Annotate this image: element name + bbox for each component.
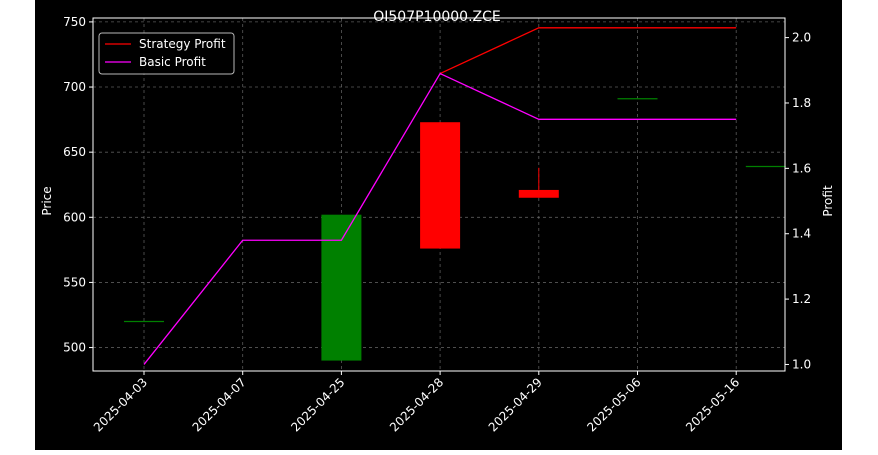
candle-body (518, 189, 559, 198)
y-tick-label-right: 1.8 (792, 96, 811, 110)
candlestick-chart: OI507P10000.ZCE 2025-04-03 2025-04-07 2025… (40, 9, 835, 434)
y-axis-label-left: Price (40, 186, 54, 215)
profit-lines (143, 27, 737, 365)
y-tick-label-right: 1.0 (792, 357, 811, 371)
y-tick-label-left: 700 (63, 80, 86, 94)
series-line (143, 72, 737, 365)
x-tick-label: 2025-05-16 (683, 375, 742, 434)
legend-box (98, 32, 235, 75)
chart-title: OI507P10000.ZCE (373, 9, 501, 25)
x-tick-label: 2025-04-25 (288, 375, 347, 434)
y-axis-label-right: Profit (821, 185, 835, 217)
y-axis-left: 500 550 600 650 700 750 (63, 15, 93, 355)
legend-label: Strategy Profit (139, 37, 226, 51)
y-tick-label-right: 1.2 (792, 292, 811, 306)
legend-label: Basic Profit (139, 55, 206, 69)
y-tick-label-right: 1.6 (792, 161, 811, 175)
y-tick-label-left: 550 (63, 275, 86, 289)
legend: Strategy Profit Basic Profit (98, 32, 235, 75)
chart-figure: OI507P10000.ZCE 2025-04-03 2025-04-07 2025… (35, 0, 842, 450)
y-axis-right: 1.0 1.2 1.4 1.6 1.8 2.0 (785, 31, 811, 371)
y-tick-label-left: 650 (63, 145, 86, 159)
x-tick-label: 2025-04-28 (387, 375, 446, 434)
y-tick-label-right: 2.0 (792, 31, 811, 45)
y-tick-label-left: 750 (63, 15, 86, 29)
series-line (439, 27, 737, 75)
x-tick-label: 2025-04-03 (91, 375, 150, 434)
candle-body (420, 122, 461, 249)
x-tick-label: 2025-05-06 (584, 375, 643, 434)
y-tick-label-left: 600 (63, 210, 86, 224)
candle-body (321, 214, 362, 361)
x-tick-label: 2025-04-07 (190, 375, 249, 434)
x-axis: 2025-04-03 2025-04-07 2025-04-25 2025-04-28… (91, 371, 742, 434)
x-tick-label: 2025-04-29 (486, 375, 545, 434)
plot-area-frame (92, 17, 786, 372)
y-tick-label-left: 500 (63, 341, 86, 355)
y-tick-label-right: 1.4 (792, 227, 811, 241)
candles (124, 98, 786, 361)
